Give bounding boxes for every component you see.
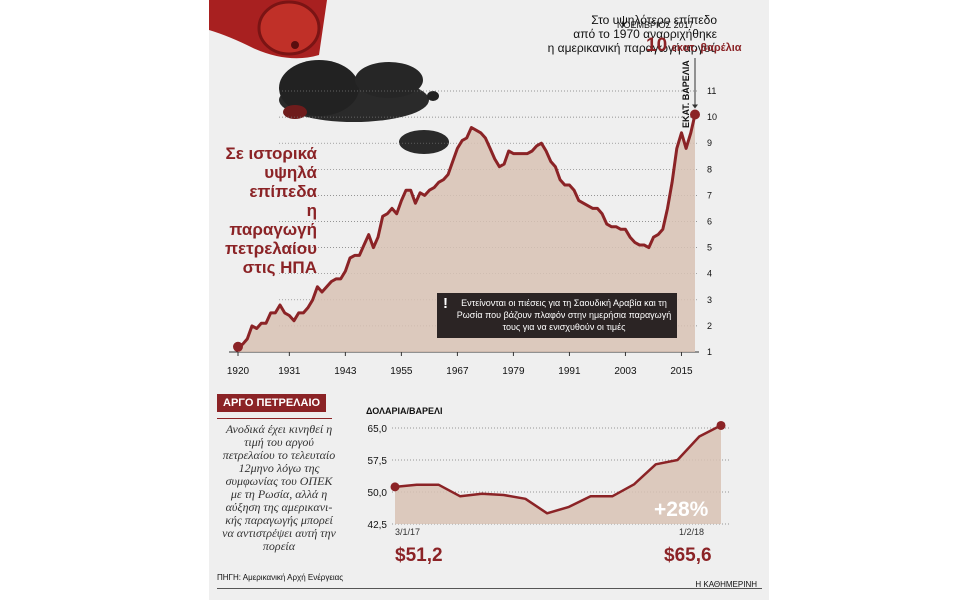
callout-box: ! Εντείνονται οι πιέσεις για τη Σαουδική… (437, 293, 677, 338)
x-tick-label: 1931 (278, 366, 301, 377)
y-tick-label: 11 (707, 86, 716, 96)
footer-divider (217, 588, 762, 589)
y-tick-label: 7 (707, 190, 712, 200)
x-tick-label: 2015 (670, 366, 693, 377)
y-tick-label: 4 (707, 269, 712, 279)
source-credit: ΠΗΓΗ: Αμερικανική Αρχή Ενέργειας (217, 573, 344, 582)
peak-value-label: 10 εκατ. βαρέλια (646, 35, 742, 57)
section-divider (217, 418, 332, 419)
oil-spill-puddle (283, 105, 307, 119)
y-tick-label: 6 (707, 217, 712, 227)
y-tick-label: 2 (707, 321, 712, 331)
peak-point-marker (690, 109, 700, 120)
headline-line: υψηλά (264, 163, 317, 182)
price-end-marker (716, 420, 726, 430)
production-line (237, 114, 697, 349)
start-point-marker (233, 341, 243, 352)
peak-value-number: 10 (646, 35, 668, 56)
price-area (395, 425, 721, 524)
price-axis-unit: ΔΟΛΑΡΙΑ/ΒΑΡΕΛΙ (366, 406, 443, 416)
infographic-panel: 1 2 3 4 5 6 7 8 9 10 11 1920 1931 1943 1955 1967 1979 199… (209, 0, 769, 600)
y-tick-label: 1 (707, 347, 712, 357)
oil-barrel-illustration (209, 0, 449, 154)
headline-line: πετρελαίου (225, 239, 317, 258)
y-tick-label: 57,5 (368, 456, 388, 467)
price-line (394, 424, 722, 515)
x-tick-label: 1991 (558, 366, 581, 377)
publisher-credit: Η ΚΑΘΗΜΕΡΙΝΗ (695, 580, 757, 589)
x-tick-label: 1979 (502, 366, 525, 377)
us-oil-production-chart: 1 2 3 4 5 6 7 8 9 10 11 1920 1931 1943 1955 1967 1979 199… (227, 58, 717, 377)
price-start-value: $51,2 (395, 545, 443, 566)
section-description: Ανοδικά έχει κινηθεί η τιμή του αργού πε… (222, 422, 336, 553)
price-end-value: $65,6 (664, 545, 712, 566)
peak-date-label: ΝΟΕΜΒΡΙΟΣ 2017 (617, 20, 694, 30)
exclamation-icon: ! (443, 295, 448, 312)
x-tick-label: 2003 (614, 366, 637, 377)
headline-line: στις ΗΠΑ (242, 258, 317, 277)
headline-line: επίπεδα (249, 182, 317, 201)
oil-spill-puddle (427, 91, 439, 101)
y-tick-label: 9 (707, 138, 712, 148)
y-tick-label: 5 (707, 243, 712, 253)
callout-text: Εντείνονται οι πιέσεις για τη Σαουδική Α… (456, 298, 672, 332)
peak-value-unit: εκατ. βαρέλια (671, 42, 742, 54)
price-end-date: 1/2/18 (679, 527, 705, 537)
oil-barrel-cap (291, 41, 299, 49)
x-tick-label: 1967 (446, 366, 469, 377)
price-start-marker (390, 482, 400, 492)
y-tick-label: 3 (707, 295, 712, 305)
peak-pointer-arrow (692, 104, 698, 109)
peak-note-line: η αμερικανική παραγωγή αργού (547, 41, 717, 55)
oil-spill-puddle (279, 60, 359, 116)
y-tick-label: 65,0 (368, 424, 388, 435)
y-tick-label: 8 (707, 164, 712, 174)
price-start-date: 3/1/17 (395, 527, 421, 537)
price-change-label: +28% (654, 498, 709, 521)
peak-note-line: από το 1970 αναρριχήθηκε (573, 27, 717, 41)
x-tick-label: 1955 (390, 366, 413, 377)
section-badge: ΑΡΓΟ ΠΕΤΡΕΛΑΙΟ (217, 394, 327, 412)
y-tick-label: 42,5 (368, 520, 388, 531)
headline-line: Σε ιστορικά (225, 144, 317, 163)
oil-spill-puddle (399, 130, 449, 154)
headline: Σε ιστορικά υψηλά επίπεδα η παραγωγή πετ… (217, 144, 317, 277)
production-axis-unit: ΕΚΑΤ. ΒΑΡΕΛΙΑ (681, 60, 691, 128)
oil-spill-puddle (355, 62, 423, 98)
peak-note-line: Στο υψηλότερο επίπεδο (591, 13, 717, 27)
crude-oil-price-chart: 42,5 50,0 57,5 65,0 (368, 420, 729, 531)
oil-barrel-rim (257, 0, 321, 56)
y-tick-label: 10 (707, 112, 717, 122)
y-tick-label: 50,0 (368, 488, 388, 499)
production-area (238, 114, 695, 352)
headline-line: η παραγωγή (229, 201, 317, 239)
x-tick-label: 1943 (334, 366, 357, 377)
x-tick-label: 1920 (227, 366, 250, 377)
